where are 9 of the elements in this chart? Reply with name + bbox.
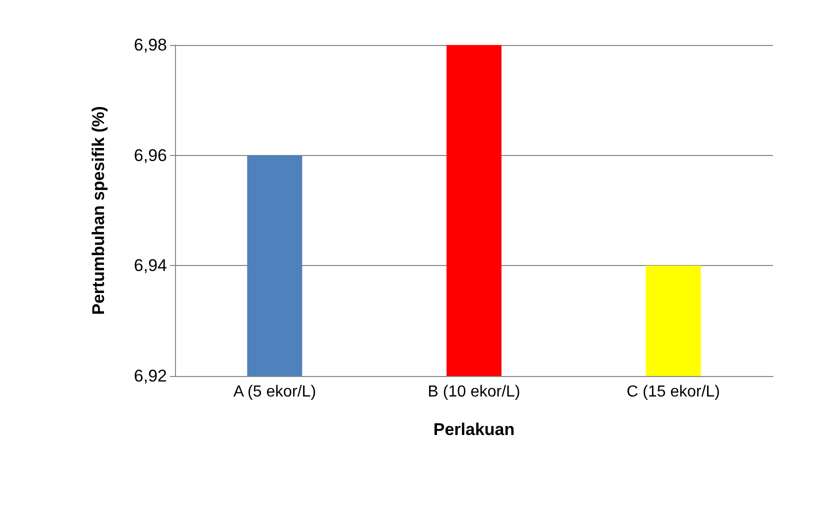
x-tick-label: C (15 ekor/L) (626, 384, 720, 400)
y-axis-title: Pertumbuhan spesifik (%) (89, 106, 108, 315)
x-axis-title: Perlakuan (433, 420, 515, 439)
y-tick-label: 6,96 (134, 146, 167, 165)
y-tick-label: 6,94 (134, 256, 167, 276)
y-tick-label: 6,98 (134, 36, 167, 54)
x-tick-label: B (10 ekor/L) (428, 384, 520, 400)
y-tick-label: 6,92 (134, 366, 167, 386)
x-tick-label: A (5 ekor/L) (233, 384, 316, 400)
